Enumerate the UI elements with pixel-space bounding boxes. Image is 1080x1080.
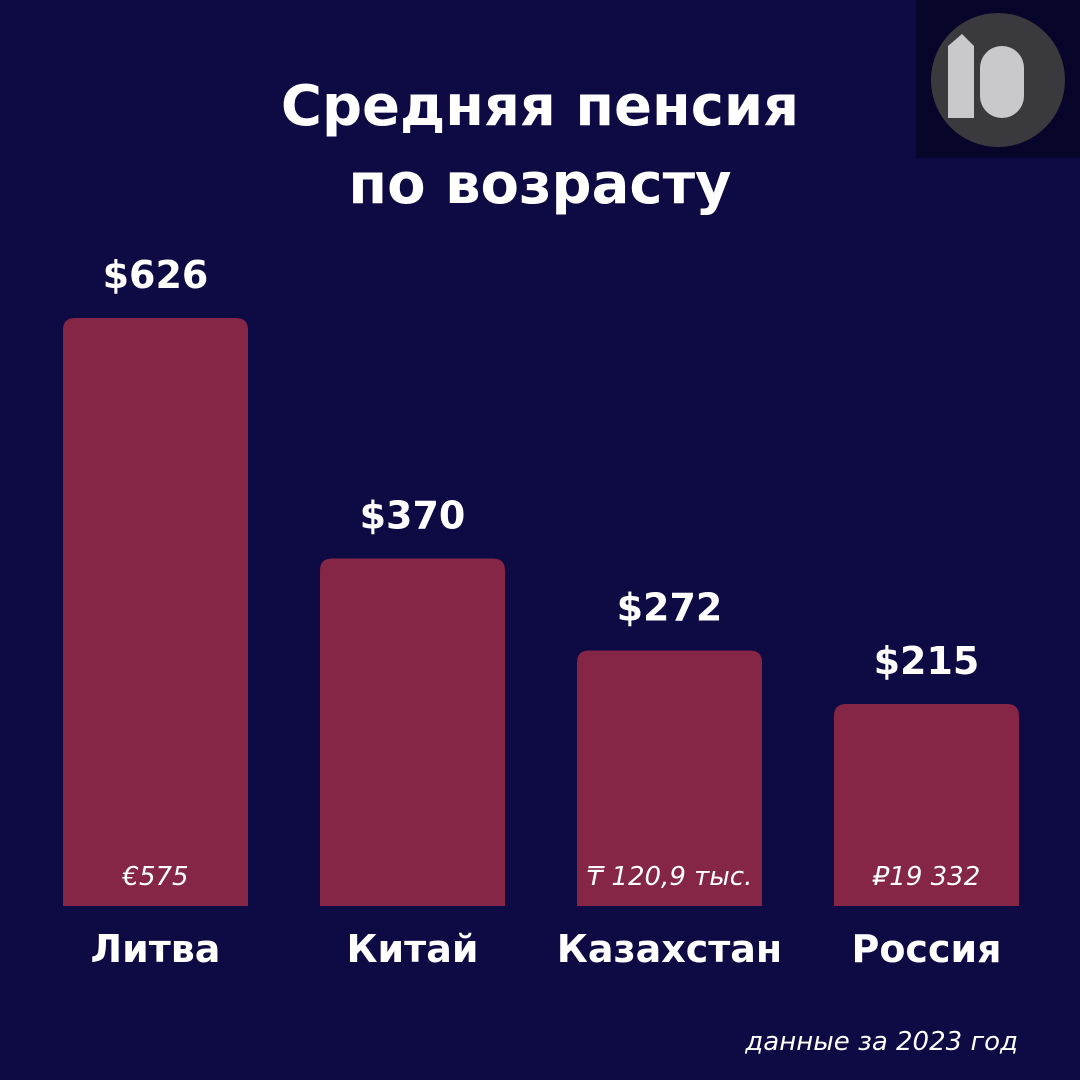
- bar-value-label: $370: [360, 493, 466, 537]
- category-label: Китай: [347, 927, 479, 971]
- category-label: Казахстан: [557, 927, 782, 971]
- chart-title-line-1: Средняя пенсия: [281, 74, 799, 139]
- bar-value-label: $626: [103, 253, 209, 297]
- bar: [834, 704, 1019, 906]
- footnote: данные за 2023 год: [744, 1027, 1018, 1057]
- local-currency-label: ₸ 120,9 тыс.: [587, 862, 753, 892]
- category-label: Литва: [91, 927, 221, 971]
- bar-value-label: $215: [874, 639, 980, 683]
- local-currency-label: €575: [121, 862, 188, 892]
- bar-group: $370 Китай: [320, 493, 505, 971]
- local-currency-label: ₽19 332: [872, 862, 981, 892]
- bars: $626 Литва €575 $370 Китай $272 Казахстан ₸ 120…: [63, 253, 1019, 971]
- logo-digit-zero: [980, 46, 1024, 118]
- bar-group: $626 Литва €575: [63, 253, 248, 971]
- bar: [63, 318, 248, 906]
- bar-group: $215 Россия ₽19 332: [834, 639, 1019, 971]
- bar-group: $272 Казахстан ₸ 120,9 тыс.: [557, 586, 782, 971]
- bar: [577, 650, 762, 906]
- category-label: Россия: [851, 927, 1001, 971]
- logo-digit-one: [948, 34, 974, 118]
- logo: [916, 0, 1080, 158]
- bar-value-label: $272: [617, 586, 723, 630]
- bar: [320, 558, 505, 906]
- chart-title-line-2: по возрасту: [348, 152, 731, 217]
